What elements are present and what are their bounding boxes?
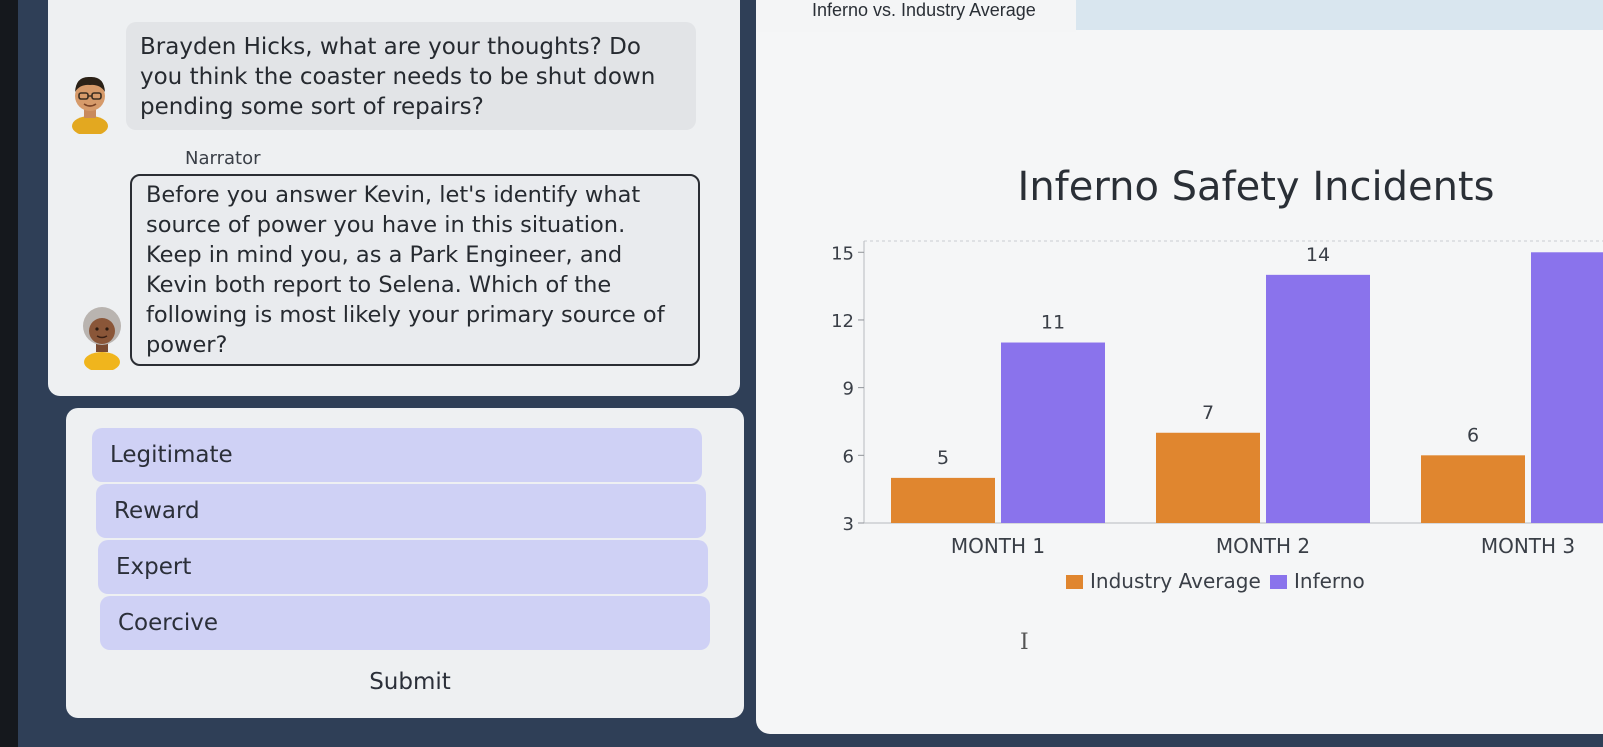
legend-label-industry-average: Industry Average (1090, 569, 1261, 593)
kevin-message-text: Brayden Hicks, what are your thoughts? D… (140, 34, 656, 120)
legend-swatch-inferno (1270, 575, 1287, 589)
option-coercive[interactable]: Coercive (100, 596, 710, 650)
text-cursor-icon: I (1020, 630, 1029, 655)
x-tick-label: MONTH 1 (951, 534, 1045, 558)
y-tick-label: 9 (843, 379, 854, 400)
submit-button[interactable]: Submit (369, 669, 451, 695)
bar-industry-average (891, 477, 995, 523)
bar-value-label: 7 (1202, 402, 1214, 424)
narrator-message-text: Before you answer Kevin, let's identify … (146, 182, 665, 358)
bar-value-label: 6 (1467, 424, 1479, 446)
legend-label-inferno: Inferno (1294, 569, 1365, 593)
narrator-label: Narrator (185, 148, 261, 169)
y-tick-label: 3 (843, 514, 854, 535)
x-tick-label: MONTH 3 (1481, 534, 1575, 558)
y-tick-label: 15 (831, 243, 854, 264)
monitor-bezel (0, 0, 18, 747)
bar-value-label: 14 (1306, 244, 1330, 266)
chart-tab[interactable] (756, 0, 1076, 32)
chart-top-strip (1076, 0, 1603, 30)
option-expert[interactable]: Expert (98, 540, 708, 594)
bar-value-label: 11 (1041, 312, 1065, 334)
legend-swatch-industry-average (1066, 575, 1083, 589)
narrator-avatar-icon (83, 307, 121, 370)
x-tick-label: MONTH 2 (1216, 534, 1310, 558)
chart: Inferno Safety Incidents 3 6 9 12 15 5 11 MONTH… (831, 164, 1603, 593)
chart-panel (756, 0, 1603, 734)
kevin-avatar-icon (72, 76, 108, 134)
bar-inferno (1531, 252, 1603, 523)
bar-value-label: 5 (937, 447, 949, 469)
chart-tab-title: Inferno vs. Industry Average (812, 0, 1036, 20)
bar-industry-average (1156, 432, 1260, 523)
narrator-message-bubble: Before you answer Kevin, let's identify … (130, 174, 700, 366)
bar-inferno (1001, 342, 1105, 523)
kevin-message-bubble: Brayden Hicks, what are your thoughts? D… (126, 22, 696, 130)
bar-industry-average (1421, 455, 1525, 523)
y-tick-label: 6 (843, 446, 854, 467)
option-legitimate[interactable]: Legitimate (92, 428, 702, 482)
bar-inferno (1266, 274, 1370, 523)
chart-title: Inferno Safety Incidents (1018, 164, 1495, 210)
option-reward[interactable]: Reward (96, 484, 706, 538)
y-tick-label: 12 (831, 311, 854, 332)
